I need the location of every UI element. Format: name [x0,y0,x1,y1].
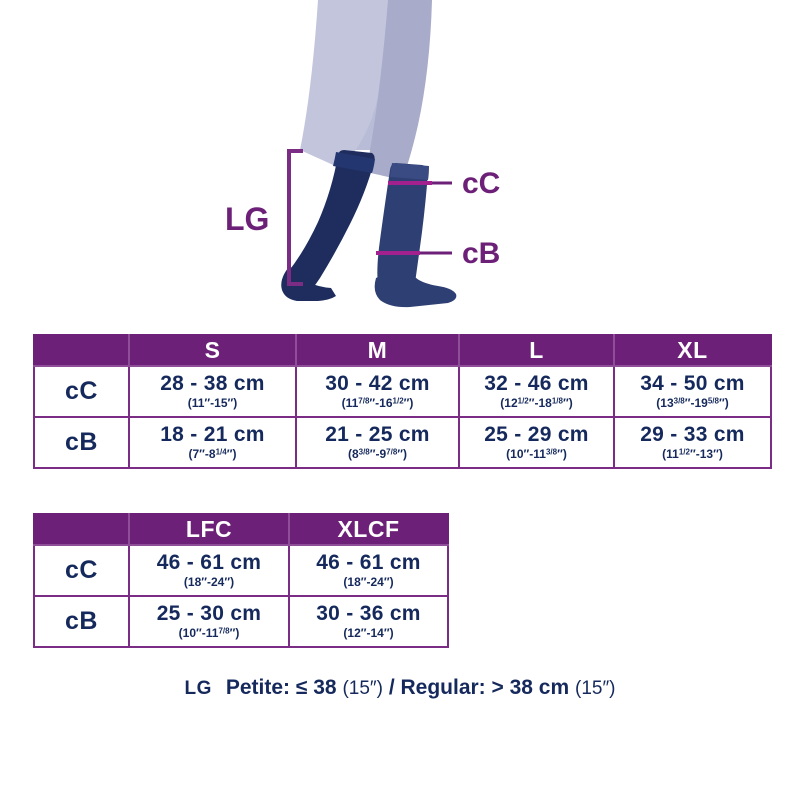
cell-cm-value: 46 - 61 cm [156,550,262,574]
front-sock-cuff [390,163,429,180]
cell-cm-value: 30 - 36 cm [316,601,421,625]
LG-bracket-label: LG [225,201,269,237]
cell-inch-value: (7″-81/4″) [188,446,237,461]
size-chart-table-standard: S M L XL cC 28 - 38 cm (11″-15″) 30 - 42… [33,334,772,469]
length-note-regular: Regular: > 38 cm [400,676,570,699]
cell-cB-LFC: 25 - 30 cm (10″-117/8″) [128,595,290,648]
length-note-petite-inches: (15″) [342,678,383,699]
cell-cm-value: 30 - 42 cm [325,371,430,395]
cell-inch-value: (12″-14″) [343,625,394,640]
cC-callout-label: cC [462,167,500,200]
table-row: cB 25 - 30 cm (10″-117/8″) 30 - 36 cm (1… [33,595,449,648]
cell-inch-value: (10″-117/8″) [178,625,240,640]
row-label-cB: cB [33,416,130,469]
header-size-m: M [295,334,460,367]
cell-inch-value: (111/2″-13″) [662,446,723,461]
back-sock-foot [281,267,336,301]
cell-cB-M: 21 - 25 cm (83/8″-97/8″) [295,416,460,469]
cell-cm-value: 25 - 29 cm [484,422,589,446]
table-row: cC 28 - 38 cm (11″-15″) 30 - 42 cm (117/… [33,365,772,418]
header-corner [33,513,130,546]
table-header-row: S M L XL [33,334,772,367]
header-size-xl: XL [613,334,772,367]
cell-inch-value: (10″-113/8″) [506,446,567,461]
length-note-petite: Petite: ≤ 38 [225,676,337,699]
cell-inch-value: (18″-24″) [183,574,235,589]
cell-cC-S: 28 - 38 cm (11″-15″) [128,365,297,418]
back-sock-cuff [333,152,375,173]
length-note: LG Petite: ≤ 38 (15″) / Regular: > 38 cm … [0,676,800,700]
front-sock-foot [374,262,457,308]
cell-inch-value: (121/2″-181/8″) [500,395,573,410]
row-label-cC: cC [33,365,130,418]
header-size-s: S [128,334,297,367]
cB-callout-label: cB [462,237,500,270]
row-label-cB: cB [33,595,130,648]
front-leg-upper [366,0,432,180]
header-size-l: L [458,334,615,367]
cell-inch-value: (133/8″-195/8″) [656,395,729,410]
table-row: cC 46 - 61 cm (18″-24″) 46 - 61 cm (18″-… [33,544,449,597]
cell-inch-value: (11″-15″) [187,395,238,410]
cell-cB-XLCF: 30 - 36 cm (12″-14″) [288,595,449,648]
cell-inch-value: (117/8″-161/2″) [341,395,414,410]
cell-cm-value: 32 - 46 cm [484,371,589,395]
cell-inch-value: (18″-24″) [343,574,394,589]
row-label-cC: cC [33,544,130,597]
back-leg-upper [300,0,392,168]
front-sock [377,163,428,290]
size-chart-table-wide: LFC XLCF cC 46 - 61 cm (18″-24″) 46 - 61… [33,513,449,648]
cell-inch-value: (83/8″-97/8″) [347,446,408,461]
length-note-separator: / [388,676,395,699]
cell-cm-value: 46 - 61 cm [316,550,421,574]
header-corner [33,334,130,367]
cell-cB-L: 25 - 29 cm (10″-113/8″) [458,416,615,469]
cell-cm-value: 34 - 50 cm [640,371,745,395]
cell-cm-value: 25 - 30 cm [156,601,262,625]
cell-cm-value: 28 - 38 cm [160,371,265,395]
cell-cC-M: 30 - 42 cm (117/8″-161/2″) [295,365,460,418]
table-header-row: LFC XLCF [33,513,449,546]
cell-cm-value: 18 - 21 cm [160,422,265,446]
back-sock [283,150,375,300]
length-note-lg-tag: LG [184,678,212,699]
cell-cm-value: 21 - 25 cm [325,422,430,446]
header-size-xlcf: XLCF [288,513,449,546]
table-row: cB 18 - 21 cm (7″-81/4″) 21 - 25 cm (83/… [33,416,772,469]
cell-cm-value: 29 - 33 cm [640,422,745,446]
cell-cB-XL: 29 - 33 cm (111/2″-13″) [613,416,772,469]
LG-bracket [287,149,303,286]
header-size-lfc: LFC [128,513,290,546]
cell-cB-S: 18 - 21 cm (7″-81/4″) [128,416,297,469]
cell-cC-XL: 34 - 50 cm (133/8″-195/8″) [613,365,772,418]
cell-cC-L: 32 - 46 cm (121/2″-181/8″) [458,365,615,418]
cell-cC-LFC: 46 - 61 cm (18″-24″) [128,544,290,597]
cell-cC-XLCF: 46 - 61 cm (18″-24″) [288,544,449,597]
length-note-regular-inches: (15″) [575,678,616,699]
leg-measurement-diagram: cC cB LG [225,0,500,308]
